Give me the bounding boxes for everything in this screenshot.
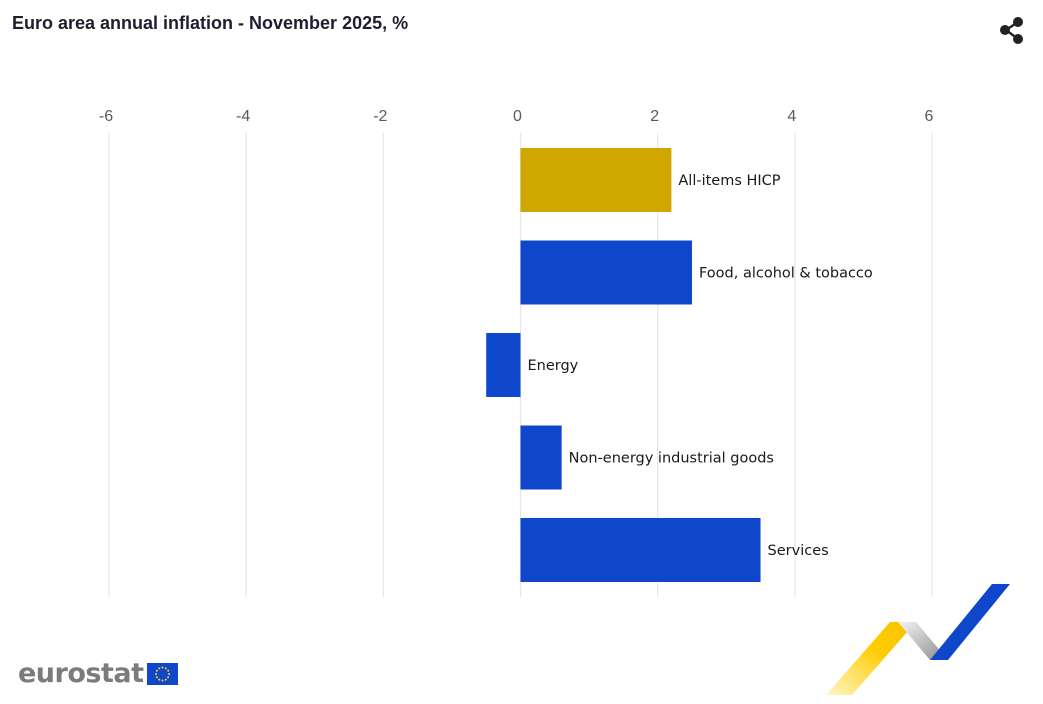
x-tick-label: -2 xyxy=(373,108,387,125)
flag-star xyxy=(157,666,160,669)
bar-non-energy-industrial-goods[interactable] xyxy=(520,425,562,490)
bar-energy[interactable] xyxy=(486,333,521,397)
chart-title: Euro area annual inflation - November 20… xyxy=(12,13,409,33)
x-tick-label: 2 xyxy=(650,108,659,125)
bar-food-alcohol-tobacco[interactable] xyxy=(520,240,692,305)
bar-all-items-hicp[interactable] xyxy=(520,148,672,212)
x-tick-label: -6 xyxy=(99,108,113,125)
flag-star xyxy=(161,679,164,681)
x-tick-label: 4 xyxy=(787,108,796,125)
bars xyxy=(486,148,761,582)
share-icon xyxy=(1000,17,1023,44)
x-tick-label: 0 xyxy=(513,108,522,125)
flag-star xyxy=(154,672,157,675)
bar-label: Energy xyxy=(528,358,579,374)
flag-star xyxy=(167,672,170,675)
flag-star xyxy=(164,666,167,669)
bar-labels: All-items HICP Food, alcohol & tobacco Ene… xyxy=(528,173,873,559)
flag-star xyxy=(157,678,160,681)
decorative-ribbon xyxy=(826,584,1010,695)
inflation-bar-chart: -6 -4 -2 0 2 4 6 All-items HICP Food, alcohol &… xyxy=(99,108,934,597)
flag-star xyxy=(166,669,169,672)
flag-star xyxy=(161,666,164,668)
logo-text: eurostat xyxy=(18,658,144,689)
bar-label: All-items HICP xyxy=(678,173,780,189)
bar-label: Food, alcohol & tobacco xyxy=(699,266,873,282)
x-tick-label: 6 xyxy=(925,108,934,125)
bar-label: Non-energy industrial goods xyxy=(569,451,774,467)
flag-star xyxy=(164,678,167,681)
flag-star xyxy=(155,669,158,672)
eu-flag-icon xyxy=(146,662,178,685)
flag-star xyxy=(166,675,169,678)
x-tick-label: -4 xyxy=(236,108,250,125)
bar-services[interactable] xyxy=(520,518,761,582)
flag-star xyxy=(155,675,158,678)
bar-label: Services xyxy=(768,543,829,559)
share-button[interactable] xyxy=(996,14,1030,48)
eurostat-logo: eurostat xyxy=(18,658,178,689)
x-axis-ticks: -6 -4 -2 0 2 4 6 xyxy=(99,108,934,125)
